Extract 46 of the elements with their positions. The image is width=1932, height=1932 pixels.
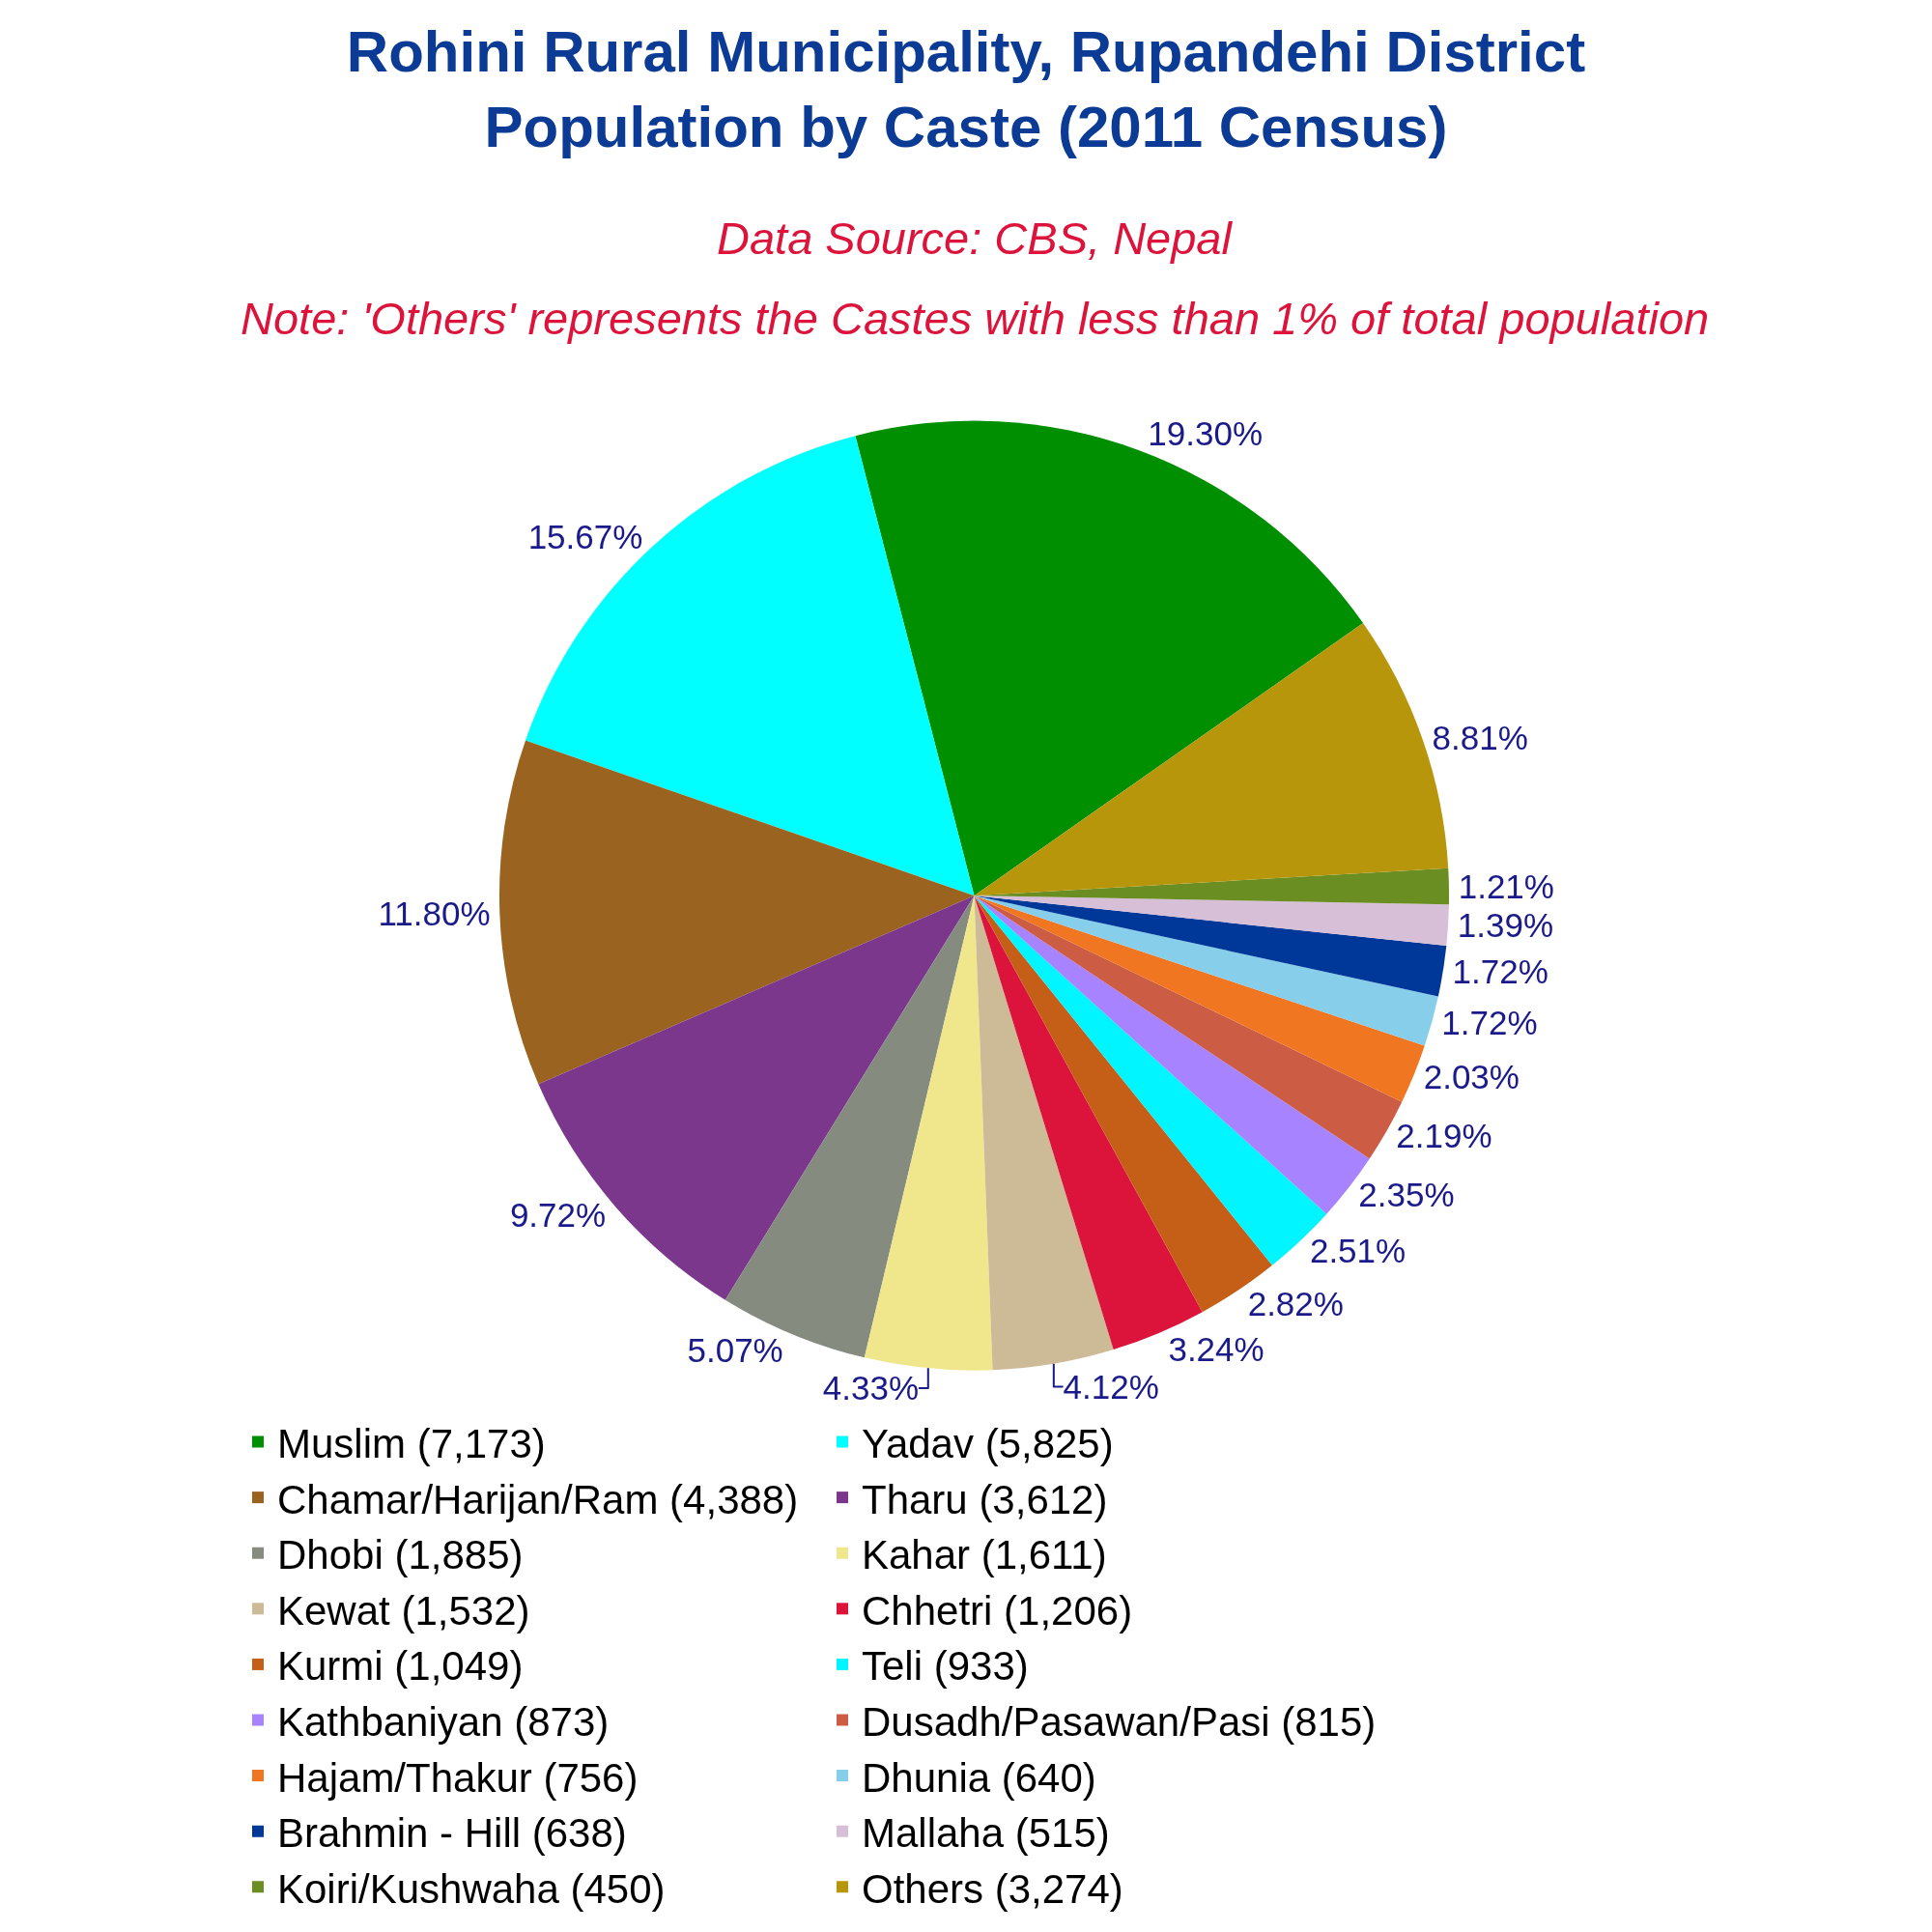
data-label: 8.81% — [1432, 719, 1528, 757]
data-label: 2.03% — [1423, 1058, 1520, 1096]
pie-slice — [525, 436, 975, 896]
data-label: 2.35% — [1358, 1175, 1455, 1213]
legend-label: Teli (933) — [862, 1643, 1029, 1690]
legend-label: Dhunia (640) — [862, 1754, 1096, 1801]
legend-label: Yadav (5,825) — [862, 1420, 1114, 1466]
text: Note: 'Others' represents the Castes with less than 1% of total population — [241, 293, 1710, 344]
data-label: 2.82% — [1247, 1284, 1344, 1322]
pie-slice — [864, 895, 993, 1371]
data-label: 11.80% — [378, 895, 491, 933]
data-label: 4.12% — [1063, 1368, 1159, 1406]
legend-label: Mallaha (515) — [862, 1810, 1110, 1857]
legend-label: Kahar (1,611) — [862, 1532, 1107, 1578]
legend-label: Kathbaniyan (873) — [277, 1698, 610, 1745]
data-label: 19.30% — [1148, 414, 1264, 453]
legend-label: Others (3,274) — [862, 1865, 1123, 1912]
data-label: 5.07% — [687, 1331, 783, 1370]
legend-label: Dhobi (1,885) — [277, 1532, 524, 1578]
legend-label: Tharu (3,612) — [862, 1476, 1108, 1522]
chart-subtitle: Data Source: CBS, Nepal — [717, 213, 1234, 264]
data-label: 1.21% — [1458, 867, 1554, 905]
legend-label: Kewat (1,532) — [277, 1587, 530, 1634]
data-label: 9.72% — [509, 1195, 607, 1234]
data-label: 2.51% — [1309, 1232, 1406, 1270]
legend-label: Dusadh/Pasawan/Pasi (815) — [862, 1698, 1377, 1745]
legend-label: Koiri/Kushwaha (450) — [277, 1865, 666, 1912]
data-label: 2.19% — [1396, 1116, 1492, 1154]
data-label: 15.67% — [527, 517, 643, 555]
legend-label: Kurmi (1,049) — [277, 1643, 524, 1690]
pie-slice — [499, 740, 975, 1085]
data-label: 3.24% — [1168, 1330, 1264, 1369]
pie-slice — [974, 895, 1425, 1102]
pie-slice — [855, 420, 1364, 896]
legend-label: Hajam/Thakur (756) — [277, 1754, 639, 1801]
data-label: 1.72% — [1441, 1004, 1538, 1042]
data-label: 4.33% — [822, 1369, 920, 1407]
pie-slice — [974, 895, 1447, 997]
data-label: 1.72% — [1452, 952, 1548, 991]
legend-label: Muslim (7,173) — [277, 1420, 546, 1466]
chart-title: Rohini Rural Municipality, Rupandehi District Population by Caste (2011 Census) — [346, 19, 1586, 159]
data-label: 1.39% — [1457, 906, 1554, 945]
pie-slice — [974, 895, 1114, 1371]
legend-label: Chamar/Harijan/Ram (4,388) — [277, 1476, 799, 1522]
legend-label: Chhetri (1,206) — [862, 1587, 1133, 1634]
legend-label: Brahmin - Hill (638) — [277, 1810, 627, 1857]
